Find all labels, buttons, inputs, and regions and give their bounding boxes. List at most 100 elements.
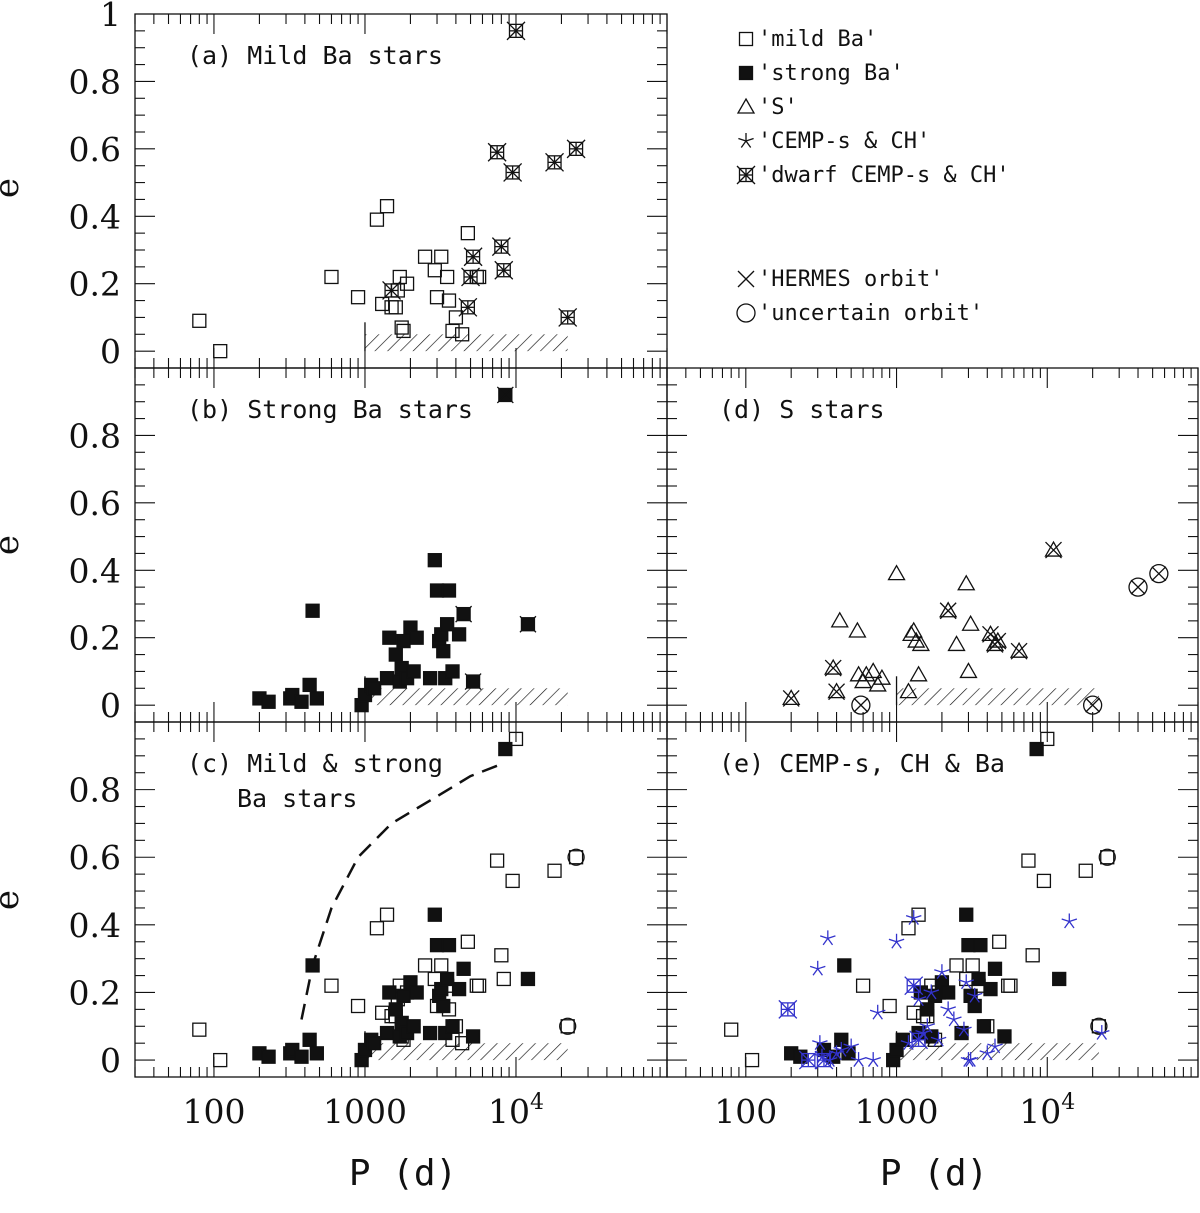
hatched-region: [364, 688, 568, 706]
data-point: [399, 276, 415, 291]
series-filled-square: [784, 741, 1067, 1068]
data-point: [906, 1005, 921, 1020]
series-boxed-cross: [382, 21, 586, 327]
data-point: [1093, 1025, 1110, 1040]
data-point: [901, 921, 916, 936]
data-point: [909, 665, 928, 682]
legend-item: 'uncertain orbit': [736, 301, 983, 326]
series-triangle: [830, 564, 980, 699]
data-point: [417, 249, 433, 264]
data-point: [833, 1041, 850, 1057]
data-point: [505, 873, 520, 889]
data-point: [959, 662, 978, 679]
data-point: [724, 1022, 739, 1037]
data-point: [939, 601, 958, 620]
data-point: [441, 583, 457, 598]
data-point: [567, 848, 585, 866]
legend-label: 'dwarf CEMP-s & CH': [758, 163, 1010, 188]
data-point: [899, 682, 918, 699]
data-point: [973, 937, 988, 953]
data-point: [451, 981, 467, 997]
data-point: [496, 971, 511, 987]
data-point: [855, 978, 871, 993]
x-tick-label: 1000: [323, 1092, 407, 1131]
x-tick-exponent: 4: [530, 1090, 544, 1115]
data-point: [422, 1025, 438, 1041]
ylabel-bottom: e: [0, 890, 27, 910]
series-filled-square: [252, 741, 536, 1068]
y-tick-label: 0: [100, 332, 121, 371]
data-point: [379, 199, 395, 214]
data-point: [923, 984, 940, 1000]
data-point: [1098, 848, 1116, 866]
dashed-curve: [300, 761, 506, 1020]
data-point: [192, 1022, 207, 1037]
data-point: [962, 1052, 979, 1067]
data-point: [487, 142, 507, 162]
data-point: [888, 933, 905, 949]
hatched-region: [896, 1043, 1099, 1061]
data-point: [824, 658, 843, 677]
data-point: [261, 694, 276, 709]
data-point: [911, 907, 926, 922]
data-point: [941, 985, 956, 1000]
data-point: [406, 664, 421, 679]
data-point: [865, 1052, 882, 1067]
data-point: [350, 290, 366, 305]
data-point: [192, 313, 207, 328]
data-point: [369, 921, 385, 936]
y-tick-label: 0.2: [69, 619, 121, 658]
data-point: [827, 682, 846, 701]
data-point: [976, 1019, 992, 1034]
data-point: [429, 583, 445, 598]
data-point: [872, 668, 892, 685]
data-point: [967, 998, 982, 1014]
legend-item: 'HERMES orbit': [737, 267, 943, 292]
data-point: [489, 853, 505, 868]
data-point: [837, 958, 852, 973]
data-point: [305, 958, 320, 973]
y-tick-label: 0.6: [69, 484, 121, 523]
x-tick-label: 1000: [855, 1092, 939, 1131]
data-point: [1040, 731, 1055, 747]
series-open-square: [192, 731, 562, 1068]
series-cross-circle: [851, 564, 1169, 715]
data-point: [434, 249, 449, 264]
y-tick-label: 0: [100, 1041, 121, 1080]
data-point: [843, 1038, 859, 1054]
data-point: [959, 907, 974, 922]
data-point: [422, 671, 438, 686]
data-point: [379, 671, 395, 686]
y-tick-label: 0.2: [69, 265, 121, 304]
data-point: [382, 630, 397, 645]
y-tick-label: 0.6: [69, 838, 121, 877]
legend-label: 'CEMP-s & CH': [758, 129, 930, 154]
data-point: [961, 937, 976, 953]
data-point: [850, 1052, 867, 1067]
data-point: [987, 961, 1003, 976]
data-point: [396, 988, 411, 1004]
data-point: [429, 290, 445, 305]
data-point: [930, 1031, 947, 1047]
data-point: [1061, 913, 1078, 929]
data-point: [417, 958, 433, 973]
data-point: [309, 691, 324, 706]
data-point: [904, 976, 924, 996]
series-boxed-cross-blue: [778, 976, 929, 1070]
data-point: [506, 21, 526, 41]
data-point: [369, 212, 385, 227]
legend-item: 'dwarf CEMP-s & CH': [736, 163, 1010, 188]
legend-label: 'mild Ba': [758, 27, 877, 52]
data-point: [382, 985, 397, 1000]
data-point: [309, 1046, 324, 1061]
x-tick-label: 100: [714, 1092, 777, 1131]
data-point: [427, 263, 442, 278]
data-point: [445, 664, 460, 679]
data-point: [545, 152, 564, 172]
data-point: [213, 343, 228, 359]
data-point: [436, 998, 451, 1014]
data-point: [508, 731, 524, 747]
panel-title-line2: Ba stars: [237, 784, 357, 813]
y-tick-label: 1: [100, 0, 121, 34]
data-point: [1128, 577, 1148, 597]
